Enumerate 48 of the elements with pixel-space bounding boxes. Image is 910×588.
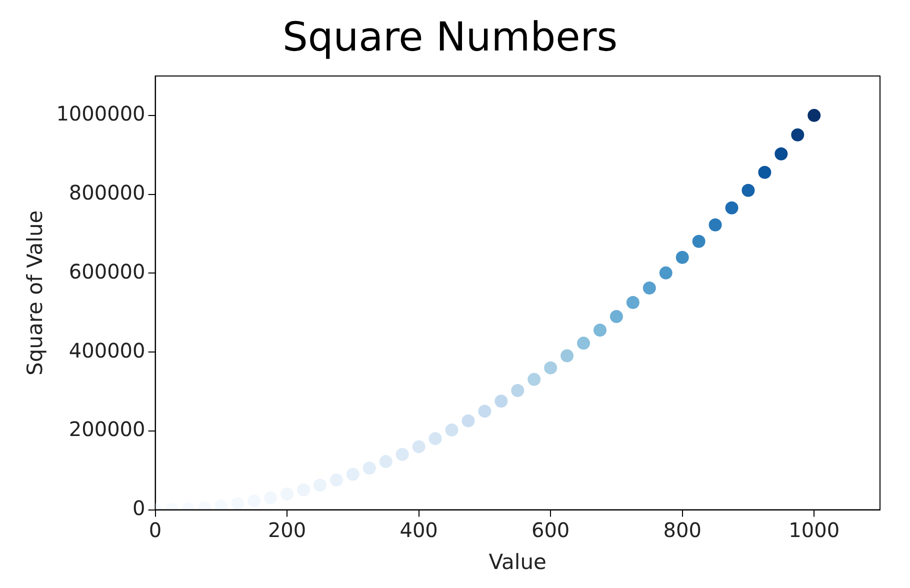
- point: [445, 423, 458, 436]
- point: [808, 108, 821, 122]
- point: [462, 414, 475, 428]
- x-tick-label: 600: [531, 518, 570, 542]
- point: [758, 166, 772, 179]
- point: [428, 432, 442, 446]
- point: [248, 494, 261, 508]
- point: [412, 440, 426, 454]
- y-tick-label: 800000: [68, 180, 146, 205]
- point: [692, 234, 706, 248]
- x-axis-title: Value: [488, 550, 546, 574]
- y-tick-label: 200000: [68, 417, 146, 442]
- point: [528, 372, 541, 386]
- point: [362, 462, 376, 475]
- point: [346, 468, 360, 481]
- point: [560, 349, 574, 362]
- point: [593, 324, 606, 337]
- point: [610, 310, 623, 324]
- x-tick-label: 1000: [788, 518, 840, 542]
- x-tick-label: 800: [663, 518, 702, 542]
- y-tick-label: 600000: [68, 259, 146, 284]
- point: [478, 404, 492, 418]
- point: [626, 296, 640, 310]
- point: [708, 218, 722, 232]
- x-tick-label: 0: [148, 518, 162, 542]
- point: [379, 454, 392, 468]
- point: [330, 473, 343, 486]
- chart-title: Square Numbers: [282, 14, 618, 60]
- point: [577, 336, 590, 350]
- point: [774, 147, 788, 160]
- y-tick-label: 400000: [68, 338, 146, 362]
- x-tick-label: 400: [400, 518, 438, 542]
- point: [396, 448, 409, 461]
- point: [659, 266, 672, 280]
- point: [791, 128, 804, 142]
- point: [676, 250, 689, 264]
- y-tick-label: 1000000: [56, 102, 146, 126]
- point: [494, 394, 508, 408]
- point: [725, 201, 738, 214]
- point: [544, 361, 558, 374]
- point: [214, 499, 228, 510]
- point: [231, 497, 244, 510]
- point: [642, 281, 656, 294]
- point: [511, 384, 524, 398]
- x-tick-label: 200: [268, 518, 306, 542]
- point: [742, 184, 755, 197]
- y-tick-label: 0: [132, 496, 146, 520]
- y-axis-title: Square of Value: [23, 210, 48, 376]
